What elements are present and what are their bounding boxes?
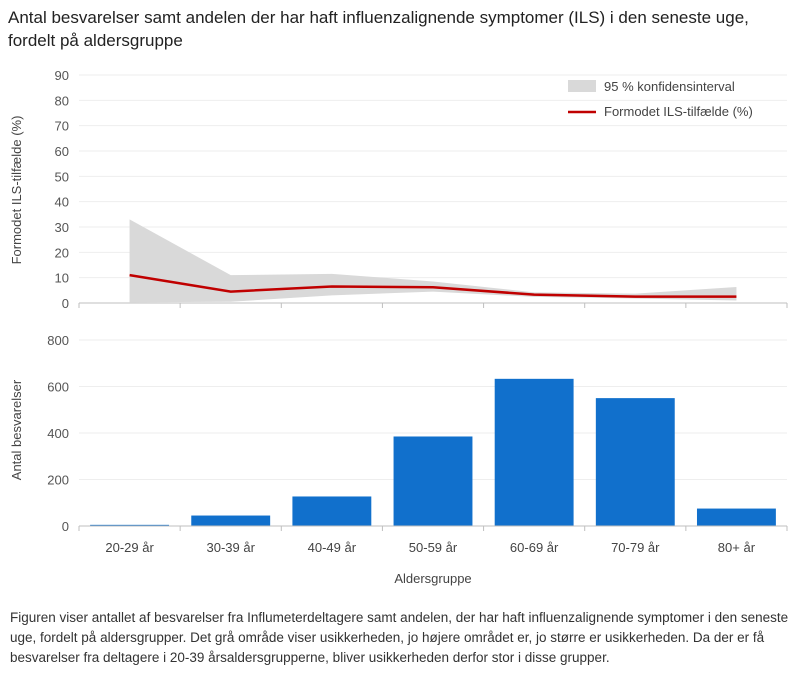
bar bbox=[393, 436, 473, 526]
x-category-label: 50-59 år bbox=[409, 540, 458, 555]
x-category-labels: 20-29 år 30-39 år 40-49 år 50-59 år 60-69 år… bbox=[105, 540, 755, 555]
ils-y-tick-label: 30 bbox=[55, 220, 69, 235]
legend-band-swatch bbox=[568, 80, 596, 92]
ils-y-tick-label: 50 bbox=[55, 169, 69, 184]
bar-axis: 0 200 400 600 800 bbox=[47, 333, 788, 534]
legend-line-label: Formodet ILS-tilfælde (%) bbox=[604, 104, 753, 119]
bar bbox=[292, 496, 372, 526]
bar bbox=[494, 378, 574, 526]
bar-y-tick-label: 200 bbox=[47, 473, 69, 488]
x-category-label: 30-39 år bbox=[207, 540, 256, 555]
bar-y-tick-label: 600 bbox=[47, 380, 69, 395]
chart-title: Antal besvarelser samt andelen der har h… bbox=[8, 8, 749, 50]
ils-line bbox=[129, 273, 737, 298]
ils-axis: 0 10 20 30 40 50 60 70 80 90 bbox=[55, 68, 788, 311]
confidence-band bbox=[129, 219, 737, 303]
ils-y-tick-label: 20 bbox=[55, 245, 69, 260]
ils-y-tick-label: 90 bbox=[55, 68, 69, 83]
x-category-label: 20-29 år bbox=[105, 540, 154, 555]
bar-y-tick-label: 800 bbox=[47, 333, 69, 348]
bar-y-tick-label: 0 bbox=[62, 519, 69, 534]
x-category-label: 70-79 år bbox=[611, 540, 660, 555]
bar-y-tick-label: 400 bbox=[47, 426, 69, 441]
chart-svg: 0 10 20 30 40 50 60 70 80 90 Formodet ILS-tilfæld… bbox=[9, 68, 788, 586]
ils-y-axis-label: Formodet ILS-tilfælde (%) bbox=[9, 116, 24, 265]
ils-y-tick-label: 40 bbox=[55, 195, 69, 210]
ils-y-tick-label: 80 bbox=[55, 93, 69, 108]
legend-band-label: 95 % konfidensinterval bbox=[604, 79, 735, 94]
bars bbox=[90, 378, 776, 526]
ils-y-tick-label: 10 bbox=[55, 271, 69, 286]
bar bbox=[191, 515, 271, 526]
x-axis-label: Aldersgruppe bbox=[394, 571, 471, 586]
bar bbox=[90, 524, 170, 526]
x-category-label: 80+ år bbox=[718, 540, 756, 555]
ils-y-tick-label: 0 bbox=[62, 296, 69, 311]
ils-y-tick-label: 60 bbox=[55, 144, 69, 159]
bar bbox=[595, 398, 675, 526]
legend: 95 % konfidensinterval Formodet ILS-tilf… bbox=[568, 79, 753, 119]
chart-caption: Figuren viser antallet af besvarelser fr… bbox=[10, 610, 789, 665]
bar-y-axis-label: Antal besvarelser bbox=[9, 379, 24, 480]
bar bbox=[696, 508, 776, 526]
x-category-label: 40-49 år bbox=[308, 540, 357, 555]
ils-y-tick-label: 70 bbox=[55, 119, 69, 134]
x-category-label: 60-69 år bbox=[510, 540, 559, 555]
